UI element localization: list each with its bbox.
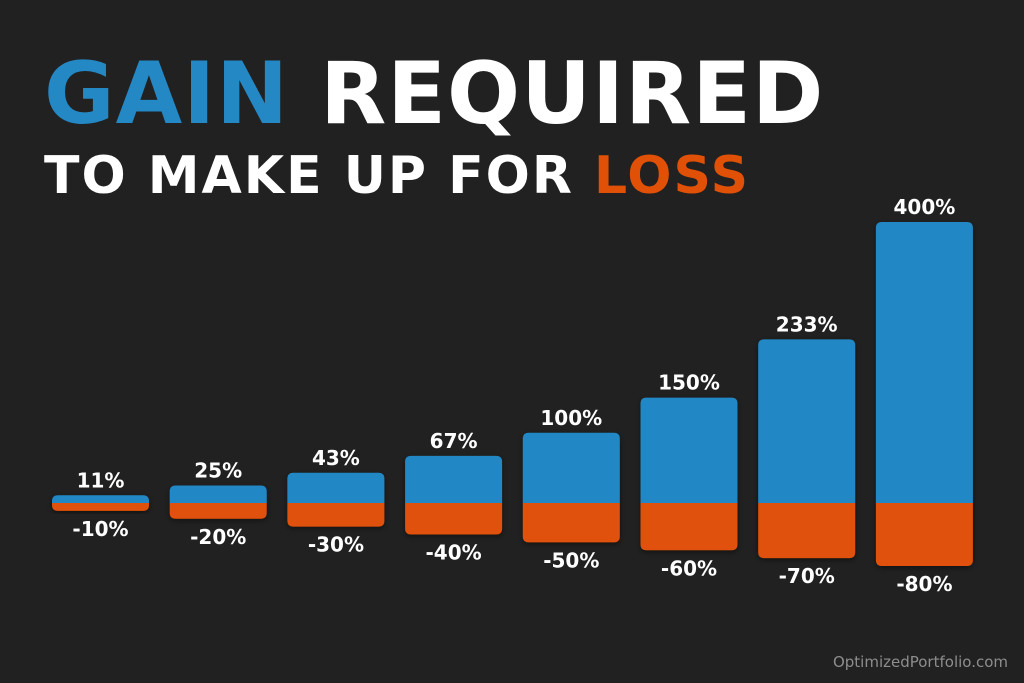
loss-bar bbox=[758, 503, 856, 559]
gain-bar bbox=[287, 472, 385, 503]
chart-title: GAIN REQUIRED bbox=[44, 44, 824, 144]
bar-group bbox=[405, 455, 503, 535]
gain-label: 233% bbox=[776, 312, 838, 336]
gain-bar bbox=[640, 397, 738, 503]
loss-bar bbox=[52, 503, 149, 511]
gain-bar bbox=[52, 495, 149, 503]
loss-label: -40% bbox=[426, 541, 482, 565]
loss-label: -60% bbox=[661, 556, 717, 580]
loss-label: -80% bbox=[896, 572, 952, 596]
loss-label: -20% bbox=[190, 525, 246, 549]
bar-group bbox=[287, 472, 385, 527]
bar-group bbox=[52, 495, 149, 511]
gain-bar bbox=[522, 432, 620, 503]
loss-label: -50% bbox=[543, 548, 599, 572]
loss-label: -30% bbox=[308, 533, 364, 557]
gain-label: 25% bbox=[194, 458, 242, 482]
subtitle-text: TO MAKE UP FOR bbox=[44, 146, 574, 206]
watermark: OptimizedPortfolio.com bbox=[832, 653, 1008, 671]
bar-group bbox=[758, 339, 856, 559]
bar-group bbox=[169, 485, 267, 519]
loss-bar bbox=[169, 503, 267, 519]
title-gain: GAIN bbox=[44, 44, 290, 144]
loss-bar bbox=[875, 503, 973, 566]
loss-bar bbox=[287, 503, 385, 527]
title-required: REQUIRED bbox=[320, 44, 825, 144]
gain-label: 67% bbox=[430, 429, 478, 453]
gain-bar bbox=[169, 485, 267, 503]
gain-label: 400% bbox=[894, 195, 956, 219]
loss-label: -70% bbox=[779, 564, 835, 588]
loss-bar bbox=[522, 503, 620, 543]
chart-subtitle: TO MAKE UP FOR LOSS bbox=[44, 145, 750, 207]
gain-label: 150% bbox=[658, 371, 720, 395]
subtitle-loss: LOSS bbox=[594, 146, 751, 206]
gain-label: 43% bbox=[312, 446, 360, 470]
loss-bar bbox=[640, 503, 738, 551]
loss-bar bbox=[405, 503, 503, 535]
bar-group bbox=[640, 397, 738, 551]
gain-bar bbox=[758, 339, 856, 503]
bar-group bbox=[875, 222, 973, 566]
gain-label: 11% bbox=[77, 468, 125, 492]
gain-label: 100% bbox=[540, 406, 602, 430]
gain-bar bbox=[875, 222, 973, 503]
bar-group bbox=[522, 432, 620, 543]
loss-label: -10% bbox=[72, 517, 128, 541]
gain-bar bbox=[405, 455, 503, 503]
